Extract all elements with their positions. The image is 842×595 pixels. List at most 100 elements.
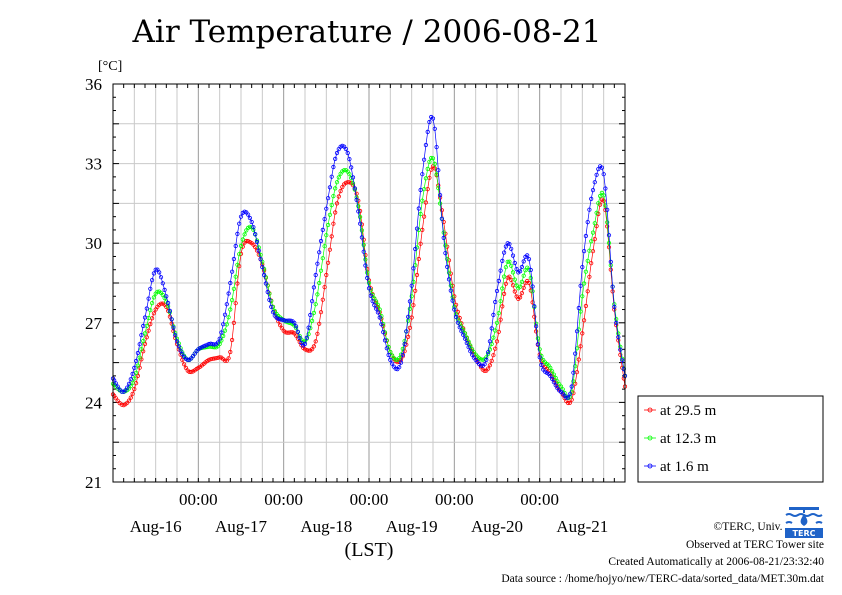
data-point bbox=[526, 256, 532, 262]
data-point bbox=[242, 232, 247, 237]
data-point bbox=[519, 279, 525, 284]
data-point bbox=[427, 159, 432, 164]
data-point bbox=[498, 317, 503, 322]
data-point bbox=[365, 275, 370, 281]
data-point bbox=[315, 331, 320, 336]
data-point bbox=[238, 214, 244, 219]
data-point bbox=[180, 351, 185, 357]
data-point bbox=[148, 286, 153, 291]
data-point bbox=[311, 344, 316, 349]
data-point bbox=[366, 286, 372, 291]
data-point bbox=[437, 193, 443, 198]
data-point bbox=[580, 294, 585, 299]
data-point bbox=[485, 350, 491, 355]
data-point bbox=[311, 285, 316, 290]
data-point bbox=[432, 161, 437, 166]
data-point bbox=[235, 231, 240, 236]
data-point bbox=[359, 235, 364, 240]
data-point bbox=[356, 204, 361, 209]
data-point bbox=[601, 193, 606, 198]
data-point bbox=[158, 275, 164, 280]
data-point bbox=[317, 280, 322, 286]
data-point bbox=[142, 331, 148, 336]
data-point bbox=[247, 215, 252, 221]
data-point bbox=[521, 273, 526, 278]
data-point bbox=[398, 360, 404, 365]
data-point bbox=[491, 312, 496, 317]
data-point bbox=[240, 237, 245, 242]
data-point bbox=[322, 217, 327, 222]
data-point bbox=[484, 357, 489, 362]
data-point bbox=[253, 232, 258, 237]
data-point bbox=[562, 390, 567, 396]
data-point bbox=[411, 266, 416, 271]
data-point bbox=[320, 256, 325, 261]
data-point bbox=[306, 325, 311, 330]
data-point bbox=[251, 225, 256, 230]
data-point bbox=[347, 172, 352, 177]
data-point bbox=[146, 296, 151, 301]
y-tick-label: 24 bbox=[85, 393, 103, 412]
data-point bbox=[267, 297, 272, 302]
data-point bbox=[519, 290, 525, 296]
data-point bbox=[329, 174, 334, 179]
data-point bbox=[382, 338, 388, 343]
data-point bbox=[126, 381, 132, 386]
data-point bbox=[405, 314, 411, 319]
data-point bbox=[132, 386, 137, 392]
data-point bbox=[573, 351, 578, 356]
data-point bbox=[357, 221, 363, 226]
x-day-label: Aug-21 bbox=[556, 517, 608, 536]
data-point bbox=[580, 264, 585, 270]
data-point bbox=[510, 253, 516, 258]
data-point bbox=[320, 297, 325, 302]
data-point bbox=[363, 257, 368, 262]
footer-created: Created Automatically at 2006-08-21/23:3… bbox=[608, 556, 824, 568]
data-point bbox=[327, 185, 332, 190]
x-time-label: 00:00 bbox=[264, 490, 303, 509]
data-point bbox=[148, 321, 153, 327]
data-point bbox=[377, 315, 382, 320]
x-time-label: 00:00 bbox=[520, 490, 559, 509]
data-point bbox=[521, 259, 526, 264]
data-point bbox=[610, 284, 615, 289]
data-point bbox=[421, 214, 427, 219]
data-point bbox=[418, 241, 423, 246]
data-point bbox=[318, 268, 324, 273]
data-point bbox=[293, 324, 299, 329]
data-point bbox=[302, 341, 308, 347]
data-point bbox=[139, 332, 144, 338]
data-point bbox=[416, 206, 421, 211]
data-point bbox=[119, 389, 124, 394]
data-point bbox=[558, 384, 564, 389]
data-point bbox=[228, 280, 233, 286]
data-point bbox=[446, 277, 452, 282]
data-point bbox=[411, 303, 416, 308]
data-point bbox=[327, 212, 332, 217]
data-point bbox=[128, 377, 133, 382]
data-point bbox=[237, 221, 242, 226]
footer-site: Observed at TERC Tower site bbox=[685, 539, 824, 551]
data-point bbox=[521, 285, 526, 290]
data-point bbox=[150, 277, 155, 283]
x-day-label: Aug-16 bbox=[130, 517, 182, 536]
series-layer bbox=[110, 114, 628, 408]
data-point bbox=[365, 270, 370, 275]
data-point bbox=[157, 270, 162, 275]
data-point bbox=[430, 116, 436, 121]
x-day-label: Aug-18 bbox=[300, 517, 352, 536]
data-point bbox=[551, 372, 557, 377]
data-point bbox=[277, 322, 283, 328]
data-point bbox=[500, 304, 505, 309]
data-point bbox=[356, 209, 361, 214]
data-point bbox=[493, 299, 498, 305]
data-point bbox=[397, 356, 402, 361]
data-point bbox=[457, 325, 462, 330]
data-point bbox=[249, 219, 254, 225]
data-point bbox=[549, 376, 555, 381]
data-point bbox=[532, 314, 537, 319]
data-point bbox=[421, 157, 427, 162]
data-point bbox=[496, 278, 501, 283]
data-point bbox=[265, 289, 270, 295]
data-point bbox=[231, 286, 236, 291]
